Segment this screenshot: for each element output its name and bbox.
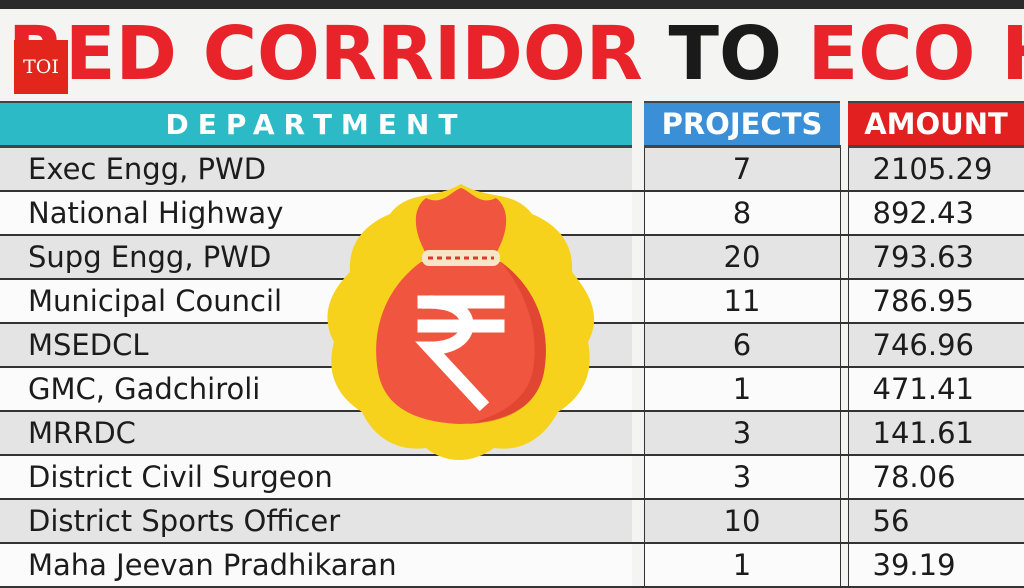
amount-cell: 141.61 <box>847 411 1024 456</box>
row-gap <box>840 455 848 500</box>
projects-cell: 3 <box>643 455 841 500</box>
table-row: Exec Engg, PWD 7 2105.29 <box>0 146 1024 192</box>
projects-cell: 6 <box>643 323 841 368</box>
projects-cell: 1 <box>643 367 841 412</box>
rupee-money-bag-icon <box>327 184 595 460</box>
amount-cell: 39.19 <box>847 543 1024 588</box>
row-gap <box>840 543 848 588</box>
row-gap <box>632 411 644 456</box>
projects-cell: 8 <box>643 191 841 236</box>
department-cell: Exec Engg, PWD <box>0 146 632 192</box>
toi-logo: TOI <box>14 40 68 94</box>
headline-part-1: RED CORRIDOR <box>8 14 643 94</box>
row-gap <box>632 455 644 500</box>
row-gap <box>632 146 644 192</box>
headline-part-3: ECO HUB <box>807 14 1024 94</box>
amount-cell: 892.43 <box>847 191 1024 236</box>
row-gap <box>632 499 644 544</box>
headline-part-2: TO <box>668 14 782 94</box>
row-gap <box>840 323 848 368</box>
headline: RED CORRIDOR TO ECO HUB <box>0 14 1024 94</box>
projects-cell: 1 <box>643 543 841 588</box>
row-gap <box>840 235 848 280</box>
row-gap <box>840 367 848 412</box>
amount-cell: 786.95 <box>847 279 1024 324</box>
department-cell: MRRDC <box>0 411 632 456</box>
amount-cell: 793.63 <box>847 235 1024 280</box>
table-row: District Civil Surgeon 3 78.06 <box>0 455 1024 500</box>
row-gap <box>632 367 644 412</box>
amount-header: AMOUNT <box>848 101 1024 148</box>
department-cell: District Civil Surgeon <box>0 455 632 500</box>
table-row: National Highway 8 892.43 <box>0 191 1024 236</box>
amount-cell: 746.96 <box>847 323 1024 368</box>
row-gap <box>840 279 848 324</box>
row-gap <box>632 543 644 588</box>
row-gap <box>840 411 848 456</box>
department-cell: District Sports Officer <box>0 499 632 544</box>
projects-header: PROJECTS <box>644 101 840 148</box>
row-gap <box>632 279 644 324</box>
row-gap <box>840 499 848 544</box>
bag-top <box>415 188 507 260</box>
projects-cell: 11 <box>643 279 841 324</box>
amount-cell: 78.06 <box>847 455 1024 500</box>
projects-cell: 20 <box>643 235 841 280</box>
amount-cell: 471.41 <box>847 367 1024 412</box>
department-cell: Maha Jeevan Pradhikaran <box>0 543 632 588</box>
row-gap <box>632 191 644 236</box>
table-row: District Sports Officer 10 56 <box>0 499 1024 544</box>
projects-cell: 10 <box>643 499 841 544</box>
row-gap <box>840 146 848 192</box>
top-border <box>0 0 1024 9</box>
bag-tie <box>422 250 500 266</box>
table-header-row: DEPARTMENT PROJECTS AMOUNT <box>0 101 1024 148</box>
row-gap <box>840 191 848 236</box>
amount-cell: 2105.29 <box>847 146 1024 192</box>
table-row: Maha Jeevan Pradhikaran 1 39.19 <box>0 543 1024 588</box>
table-row: MRRDC 3 141.61 <box>0 411 1024 456</box>
department-header: DEPARTMENT <box>0 101 632 148</box>
amount-cell: 56 <box>847 499 1024 544</box>
row-gap <box>632 323 644 368</box>
header-gap <box>632 102 644 147</box>
header-gap <box>840 102 848 147</box>
projects-cell: 3 <box>643 411 841 456</box>
projects-cell: 7 <box>643 146 841 192</box>
rupee-symbol <box>415 295 505 412</box>
row-gap <box>632 235 644 280</box>
